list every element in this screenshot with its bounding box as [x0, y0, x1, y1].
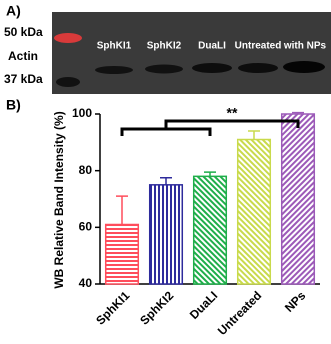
panel-label: B) — [6, 97, 21, 113]
significance-bracket — [120, 119, 300, 136]
lane-label: DuaLI — [198, 41, 226, 52]
bar — [148, 184, 184, 285]
marker-label: 37 kDa — [4, 72, 43, 86]
significance-label: ** — [227, 105, 238, 121]
marker-label: 50 kDa — [4, 25, 43, 39]
blot-band — [283, 61, 325, 73]
bar — [192, 175, 228, 285]
bar — [104, 223, 140, 285]
y-tick-label: 80 — [79, 163, 93, 177]
blot-band — [95, 66, 133, 74]
lane-label: with NPs — [283, 41, 327, 52]
marker-label: Actin — [8, 49, 38, 63]
x-tick-label: SphKI2 — [137, 288, 176, 327]
x-tick-label: SphKI1 — [93, 288, 132, 327]
error-bar — [292, 111, 304, 114]
bar — [236, 138, 272, 285]
x-tick-label: Untreated — [215, 288, 265, 338]
blot-band — [145, 64, 183, 74]
y-tick-label: 60 — [79, 220, 93, 234]
x-tick-label: DuaLI — [187, 288, 220, 321]
y-axis-label: WB Relative Band Intensity (%) — [52, 111, 66, 288]
blot-band — [192, 63, 232, 73]
ladder-band — [54, 33, 82, 43]
x-tick-label: NPs — [282, 288, 309, 315]
bar — [280, 113, 316, 285]
lane-label: Untreated — [235, 41, 282, 52]
lane-label: SphKI1 — [97, 41, 132, 52]
blot — [52, 12, 331, 94]
error-bar — [248, 130, 260, 140]
error-bar — [204, 171, 216, 177]
lane-label: SphKI2 — [147, 41, 182, 52]
y-tick-label: 100 — [72, 106, 92, 120]
error-bar — [160, 177, 172, 185]
ladder-band — [56, 77, 80, 87]
y-tick-label: 40 — [79, 276, 93, 290]
blot-band — [238, 63, 278, 73]
panel-label: A) — [6, 3, 21, 19]
error-bar — [116, 195, 128, 225]
